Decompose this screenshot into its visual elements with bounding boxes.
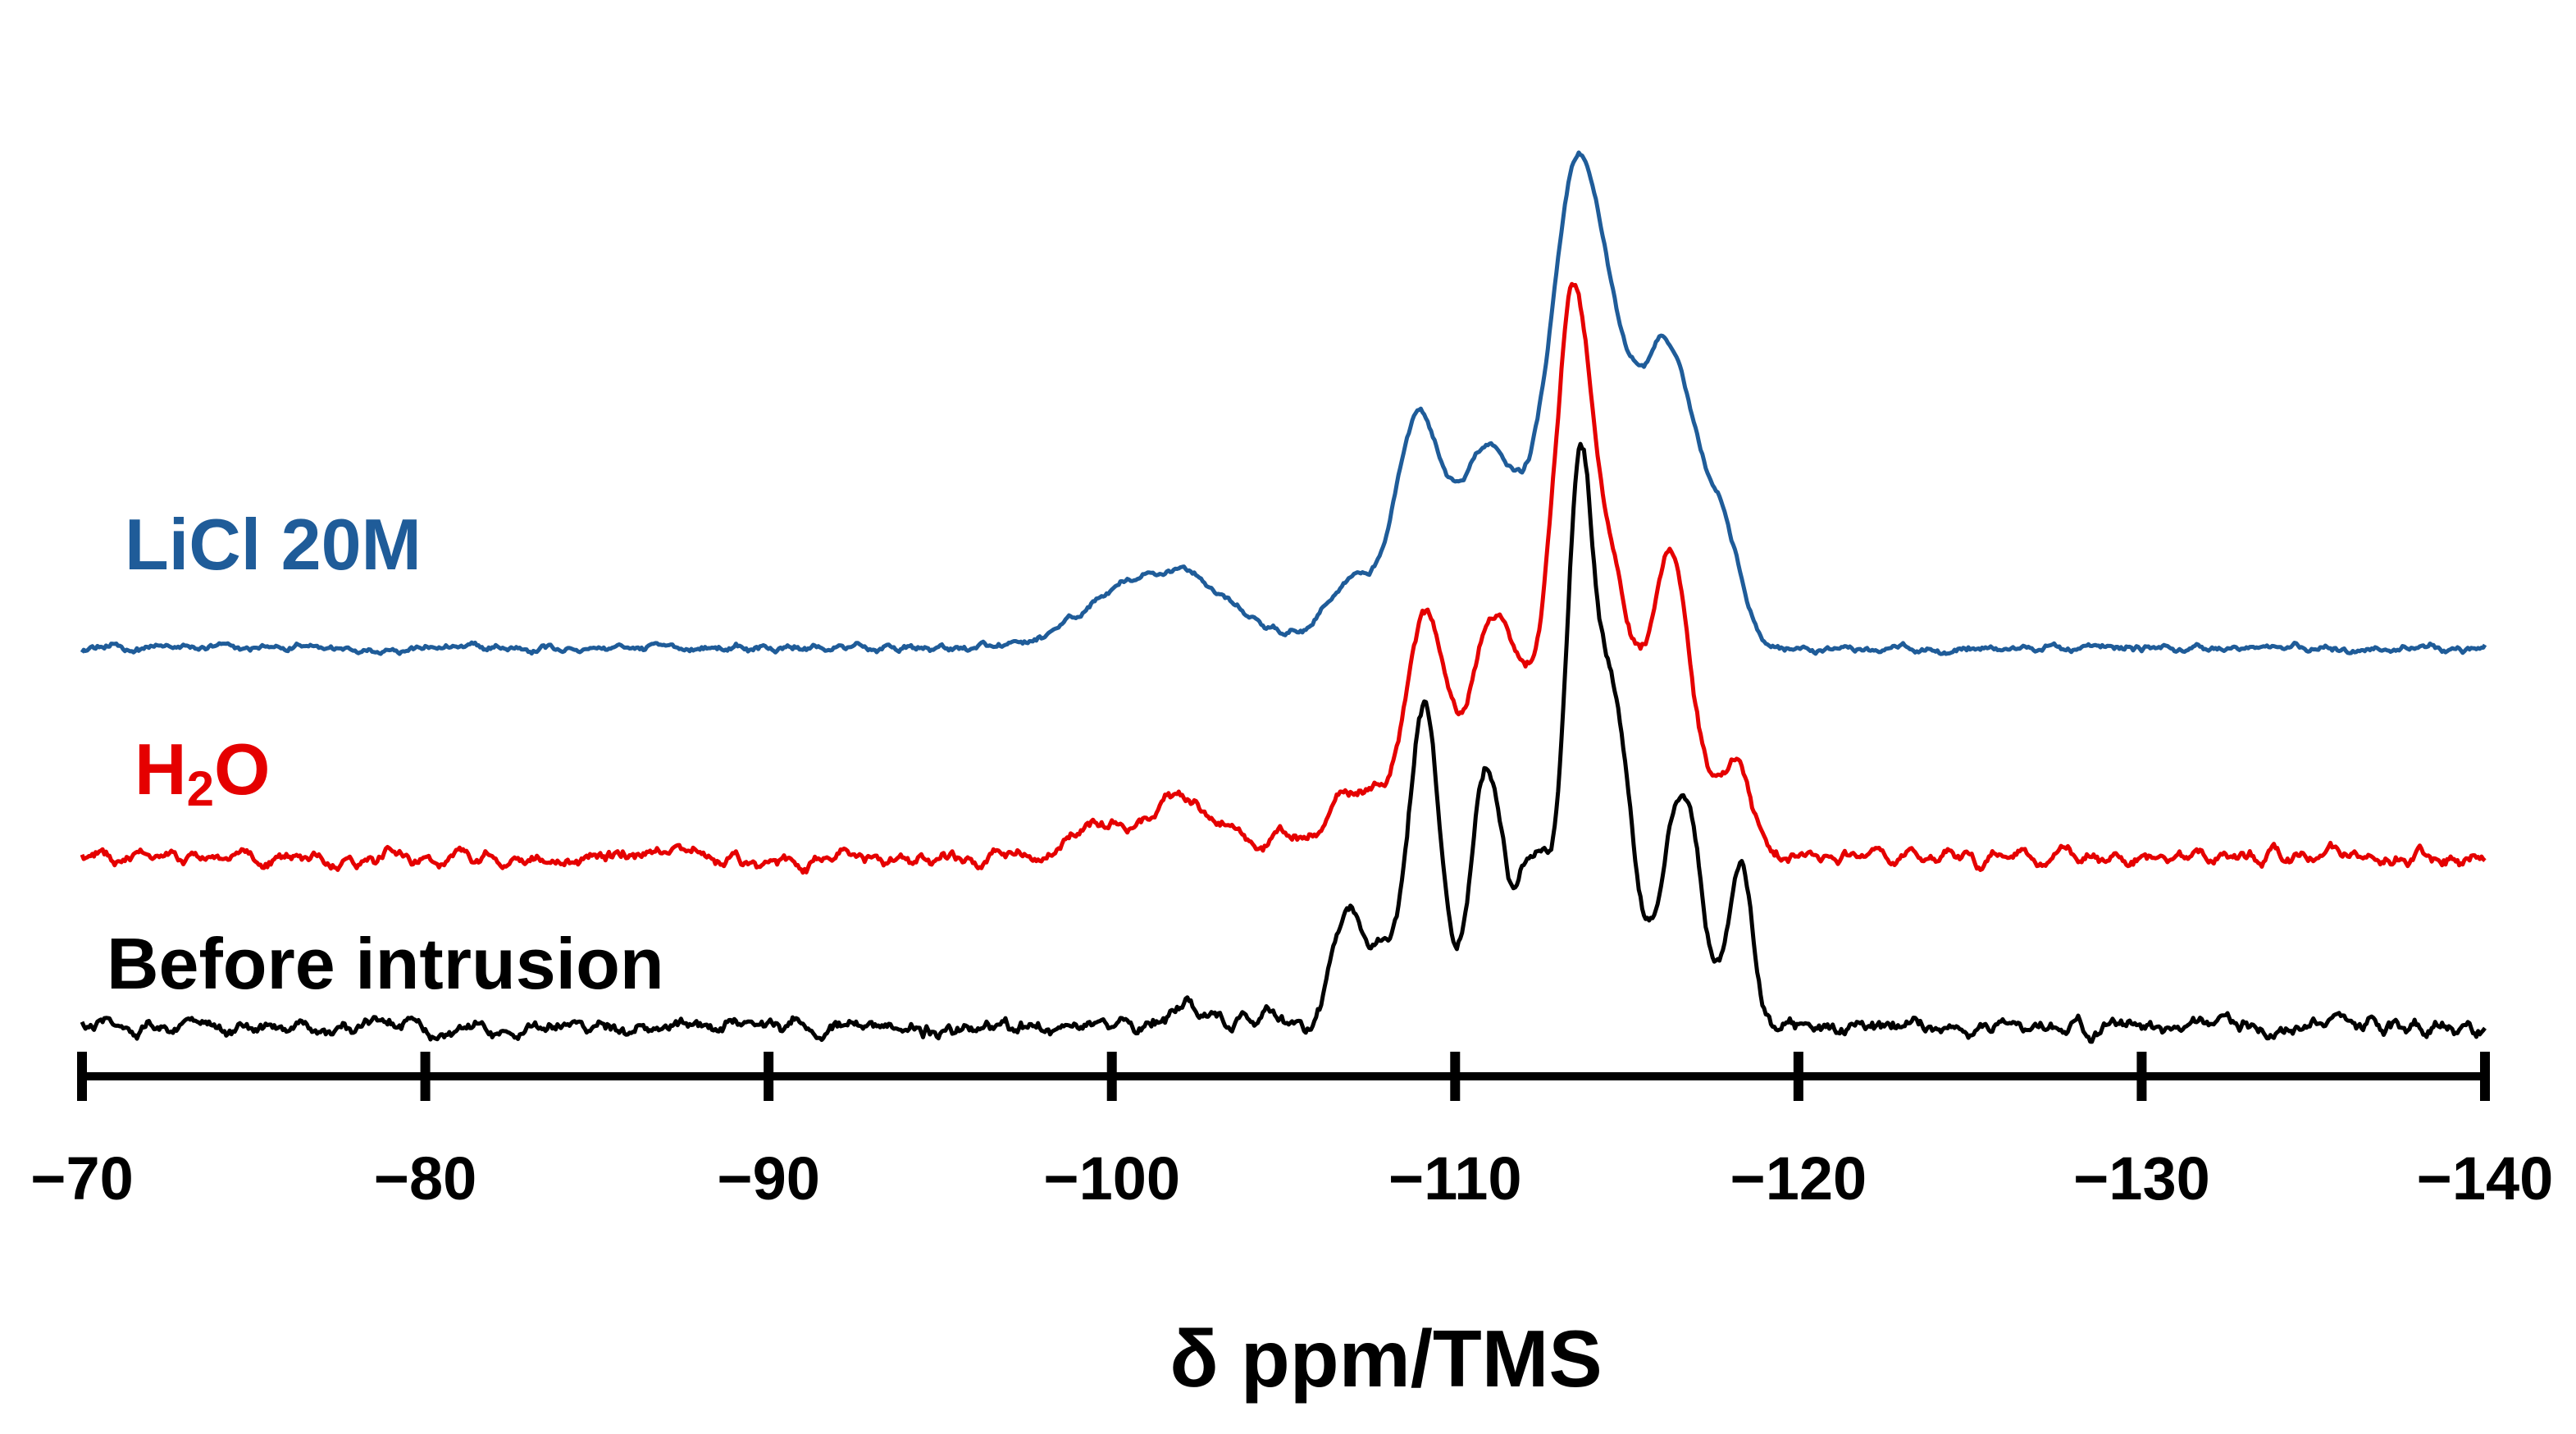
series-layer [80,150,2487,1044]
series-label-h-o: H2O [134,728,270,816]
x-tick-label: −140 [2417,1144,2554,1213]
x-tick-label: −100 [1043,1144,1180,1213]
x-axis: −70 −80 −90 −100 −110 −120 −130 −140 [30,1052,2553,1213]
x-tick-label: −90 [717,1144,820,1213]
x-tick-label: −130 [2073,1144,2210,1213]
series-line-before-intrusion [80,441,2487,1044]
x-tick-label: −120 [1730,1144,1867,1213]
series-labels: LiCl 20M H2O Before intrusion [107,504,664,1004]
x-tick-label: −80 [374,1144,477,1213]
series-line-h-o [80,281,2487,875]
x-tick-label: −70 [30,1144,134,1213]
x-axis-title: δ ppm/TMS [1169,1313,1603,1404]
x-tick-label: −110 [1388,1144,1522,1213]
series-label-before-intrusion: Before intrusion [107,923,664,1004]
series-label-licl-20m: LiCl 20M [125,504,422,585]
series-line-licl-20m [80,150,2487,656]
